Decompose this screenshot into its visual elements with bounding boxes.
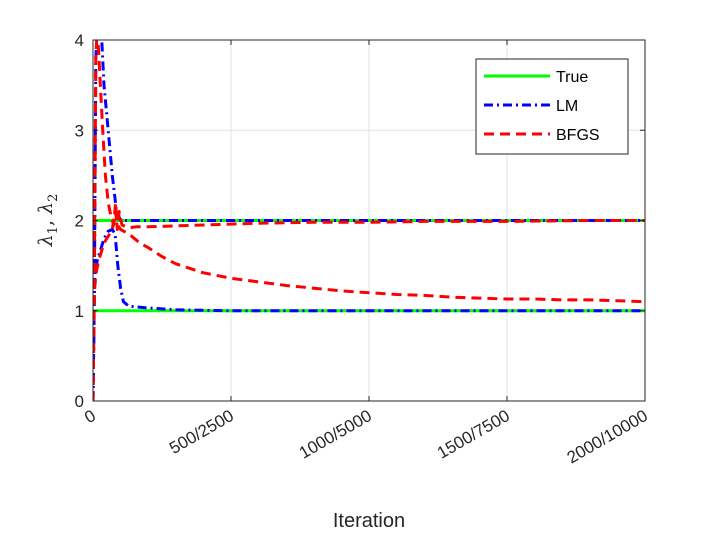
series-line-bfgs — [93, 40, 645, 401]
series-bfgs — [93, 40, 645, 401]
x-tick-label: 1500/7500 — [434, 406, 513, 463]
series-line-bfgs — [93, 210, 645, 401]
legend-label-true: True — [556, 69, 588, 86]
series-lm — [93, 40, 645, 401]
x-tick-label: 2000/10000 — [564, 406, 651, 467]
series-line-lm — [93, 40, 645, 401]
x-tick-label: 1000/5000 — [296, 406, 375, 463]
y-axis-label: λ1, λ2 — [35, 194, 61, 248]
legend-label-lm: LM — [556, 98, 578, 115]
y-tick-label: 4 — [75, 31, 84, 50]
y-tick-label: 0 — [75, 392, 84, 411]
series-line-lm — [93, 228, 645, 401]
legend-label-bfgs: BFGS — [556, 127, 600, 144]
x-tick-label: 500/2500 — [166, 406, 237, 458]
y-tick-label: 3 — [75, 121, 84, 140]
x-axis-label: Iteration — [333, 510, 405, 532]
series-layer — [93, 40, 645, 401]
y-tick-label: 2 — [75, 212, 84, 231]
y-tick-label: 1 — [75, 302, 84, 321]
legend: True LM BFGS — [475, 58, 629, 155]
